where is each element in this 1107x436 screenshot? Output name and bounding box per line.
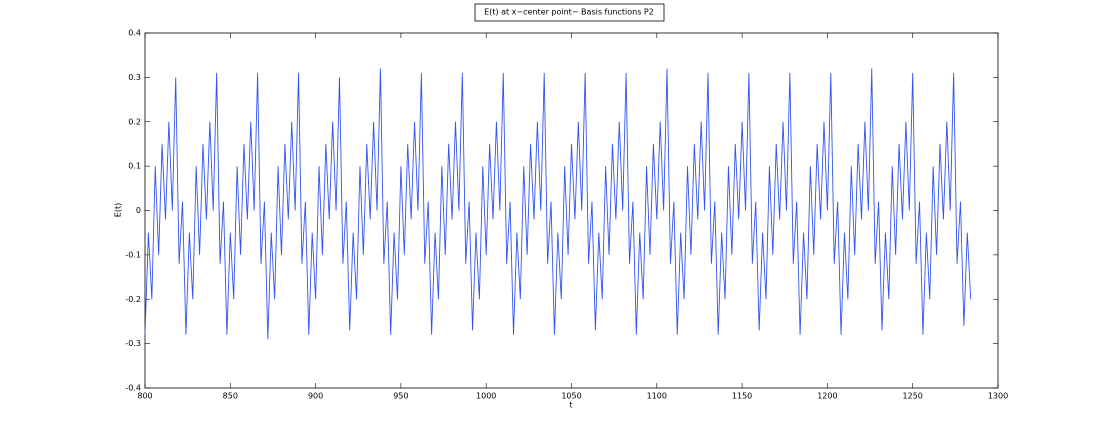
y-tick-label: -0.4	[125, 384, 141, 393]
y-tick-label: -0.3	[125, 339, 141, 348]
y-tick-label: -0.1	[125, 250, 141, 259]
chart-title: E(t) at x−center point− Basis functions …	[484, 8, 654, 17]
y-axis-label: E(t)	[114, 203, 123, 217]
x-tick-label: 900	[308, 392, 323, 401]
y-tick-label: 0.1	[128, 162, 141, 171]
y-tick-label: 0.2	[128, 117, 141, 126]
x-tick-label: 850	[223, 392, 238, 401]
y-tick-label: 0.4	[128, 29, 141, 38]
x-tick-label: 1150	[732, 392, 752, 401]
x-tick-label: 1250	[903, 392, 923, 401]
x-tick-label: 1300	[988, 392, 1008, 401]
data-line	[144, 68, 972, 340]
y-tick-label: 0	[136, 206, 141, 215]
y-tick-label: -0.2	[125, 295, 141, 304]
x-tick-label: 950	[393, 392, 408, 401]
x-tick-label: 800	[137, 392, 152, 401]
title-box	[474, 3, 665, 22]
x-tick-label: 1000	[476, 392, 496, 401]
x-axis-label: t	[569, 401, 572, 410]
x-tick-label: 1100	[647, 392, 667, 401]
x-tick-label: 1050	[561, 392, 581, 401]
x-tick-label: 1200	[817, 392, 837, 401]
y-tick-label: 0.3	[128, 73, 141, 82]
